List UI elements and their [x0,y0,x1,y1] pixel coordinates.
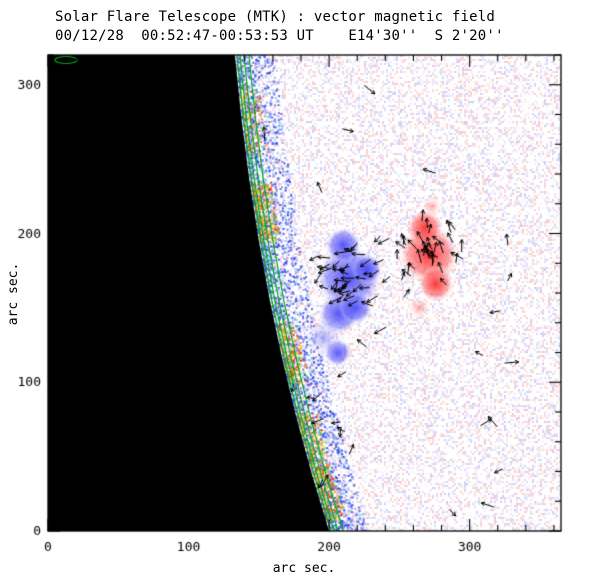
x-axis-label: arc sec. [272,561,336,576]
y-axis-label: arc sec. [6,262,21,326]
page-title: Solar Flare Telescope (MTK) : vector mag… [55,9,496,25]
page-subtitle: 00/12/28 00:52:47-00:53:53 UT E14'30'' S… [55,28,504,44]
